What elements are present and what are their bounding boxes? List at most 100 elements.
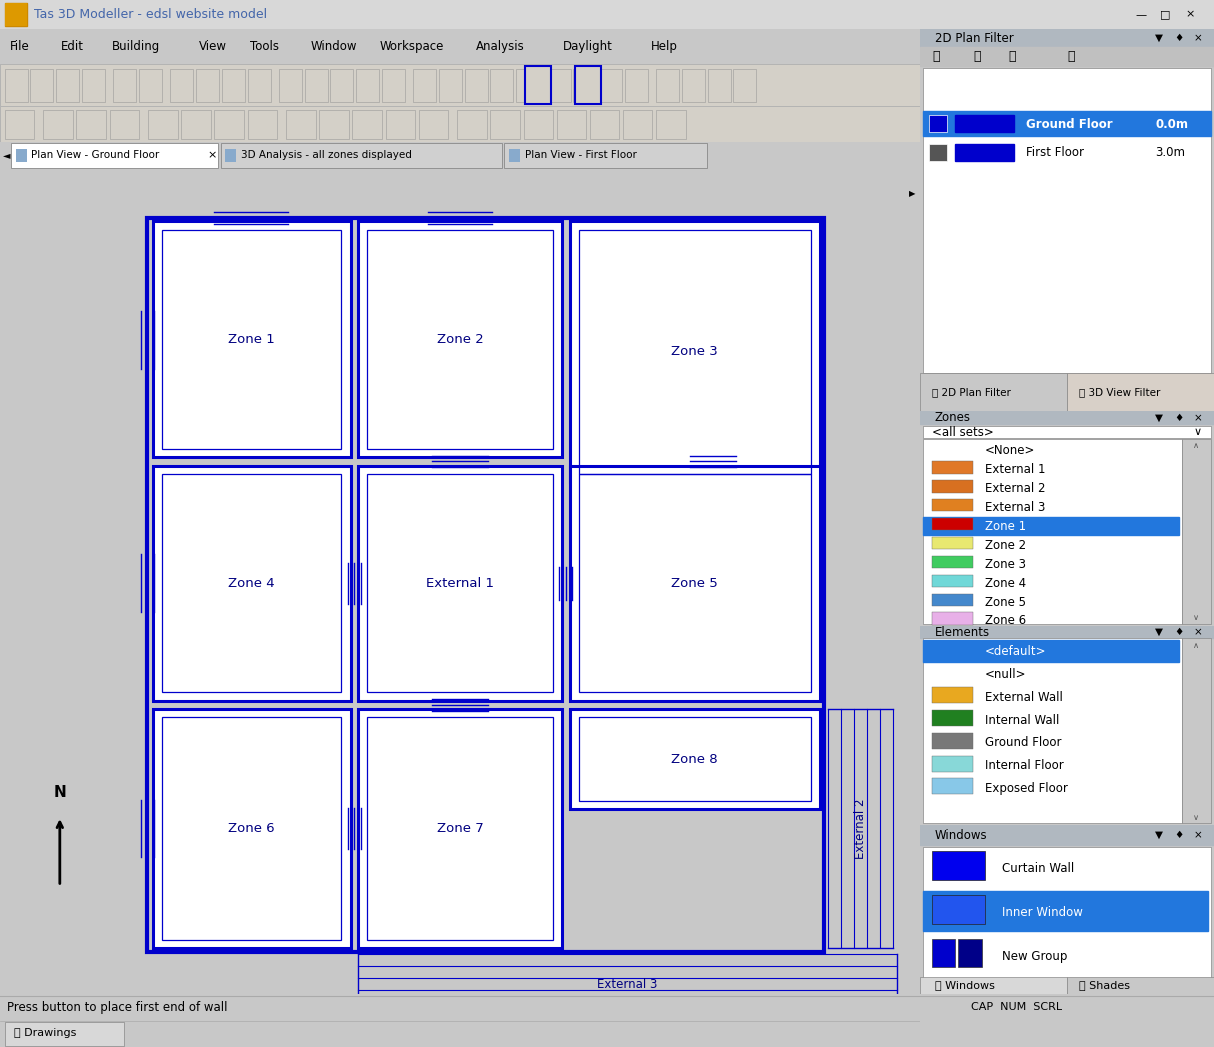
Bar <box>932 687 974 703</box>
FancyBboxPatch shape <box>11 143 219 168</box>
Bar <box>923 440 1181 624</box>
Bar <box>923 847 1212 992</box>
Bar <box>932 594 974 606</box>
Bar <box>1181 639 1212 823</box>
Bar <box>656 110 686 139</box>
Bar <box>367 474 554 692</box>
Bar <box>573 69 596 102</box>
Bar <box>955 143 1014 161</box>
Bar <box>733 69 756 102</box>
Text: Workspace: Workspace <box>379 40 444 53</box>
Bar <box>923 111 1212 136</box>
Text: Internal Floor: Internal Floor <box>985 759 1063 773</box>
Text: Internal Wall: Internal Wall <box>985 714 1060 727</box>
Bar <box>287 110 316 139</box>
Bar <box>625 69 648 102</box>
Bar <box>932 518 974 530</box>
Bar <box>153 709 351 949</box>
Bar <box>439 69 463 102</box>
Text: ×: × <box>1193 627 1202 637</box>
Text: Zone 3: Zone 3 <box>671 346 719 358</box>
Bar <box>161 474 341 692</box>
Text: Tas 3D Modeller - edsl website model: Tas 3D Modeller - edsl website model <box>34 8 267 21</box>
Bar <box>195 69 219 102</box>
Text: Zone 2: Zone 2 <box>985 539 1026 552</box>
Text: Zone 2: Zone 2 <box>437 333 483 346</box>
Bar <box>248 69 271 102</box>
Bar <box>932 556 974 569</box>
Bar <box>932 462 974 473</box>
Text: CAP  NUM  SCRL: CAP NUM SCRL <box>971 1002 1062 1012</box>
Bar <box>932 851 985 879</box>
Bar <box>386 110 415 139</box>
Bar <box>932 710 974 726</box>
Bar <box>932 499 974 511</box>
Text: —: — <box>1135 9 1147 20</box>
Text: ∨: ∨ <box>1193 614 1199 622</box>
Bar <box>920 374 1067 411</box>
Bar <box>932 939 955 967</box>
Text: Curtain Wall: Curtain Wall <box>1003 863 1074 875</box>
Text: <all sets>: <all sets> <box>932 425 994 439</box>
Bar <box>932 756 974 772</box>
Bar <box>516 69 539 102</box>
Text: 🖥 Windows: 🖥 Windows <box>935 980 994 990</box>
Text: 🖨: 🖨 <box>1067 49 1074 63</box>
Bar <box>161 229 341 449</box>
Text: Plan View - First Floor: Plan View - First Floor <box>524 151 636 160</box>
Bar <box>76 110 106 139</box>
Text: Tools: Tools <box>250 40 279 53</box>
Text: <default>: <default> <box>985 645 1046 658</box>
Text: <null>: <null> <box>985 668 1026 681</box>
Text: Building: Building <box>112 40 160 53</box>
Bar <box>932 537 974 550</box>
Bar <box>932 733 974 749</box>
Text: Analysis: Analysis <box>476 40 524 53</box>
Bar <box>81 69 104 102</box>
Bar <box>109 110 138 139</box>
Bar <box>138 69 161 102</box>
Bar <box>305 69 328 102</box>
Text: Zone 1: Zone 1 <box>985 520 1026 533</box>
Text: Elements: Elements <box>935 625 991 639</box>
Text: Press button to place first end of wall: Press button to place first end of wall <box>7 1001 228 1013</box>
Bar <box>656 69 679 102</box>
Text: 📋 Drawings: 📋 Drawings <box>13 1028 76 1038</box>
Bar <box>465 69 488 102</box>
Text: Window: Window <box>310 40 357 53</box>
Bar <box>929 115 947 133</box>
Bar <box>30 69 53 102</box>
Text: Zone 8: Zone 8 <box>671 753 717 765</box>
Text: 🎨 Shades: 🎨 Shades <box>1079 980 1130 990</box>
Bar <box>5 110 34 139</box>
Bar <box>215 110 244 139</box>
Bar <box>181 110 211 139</box>
Text: 3.0m: 3.0m <box>1156 147 1185 159</box>
Text: Plan View - Ground Floor: Plan View - Ground Floor <box>32 151 159 160</box>
Bar <box>923 891 1208 931</box>
Bar <box>5 3 27 26</box>
Text: Zone 5: Zone 5 <box>985 596 1026 608</box>
Text: 📋: 📋 <box>974 49 981 63</box>
Bar <box>920 411 1214 424</box>
Text: Windows: Windows <box>935 828 987 842</box>
Bar <box>920 29 1214 46</box>
Bar <box>682 69 705 102</box>
Bar <box>523 110 554 139</box>
Text: External Wall: External Wall <box>985 691 1062 704</box>
Text: N: N <box>53 784 67 800</box>
Text: Edit: Edit <box>61 40 84 53</box>
Bar <box>358 221 562 458</box>
Text: Ground Floor: Ground Floor <box>985 736 1061 750</box>
Text: ×: × <box>1193 413 1202 423</box>
Bar <box>923 640 1179 662</box>
Text: Exposed Floor: Exposed Floor <box>985 782 1068 796</box>
Text: ♦: ♦ <box>1174 830 1184 840</box>
Bar <box>367 717 554 940</box>
Text: 🔴 3D View Filter: 🔴 3D View Filter <box>1079 387 1161 398</box>
FancyBboxPatch shape <box>504 143 707 168</box>
Bar <box>153 466 351 700</box>
Text: □: □ <box>1161 9 1170 20</box>
Bar <box>330 69 353 102</box>
Bar <box>1067 977 1214 994</box>
